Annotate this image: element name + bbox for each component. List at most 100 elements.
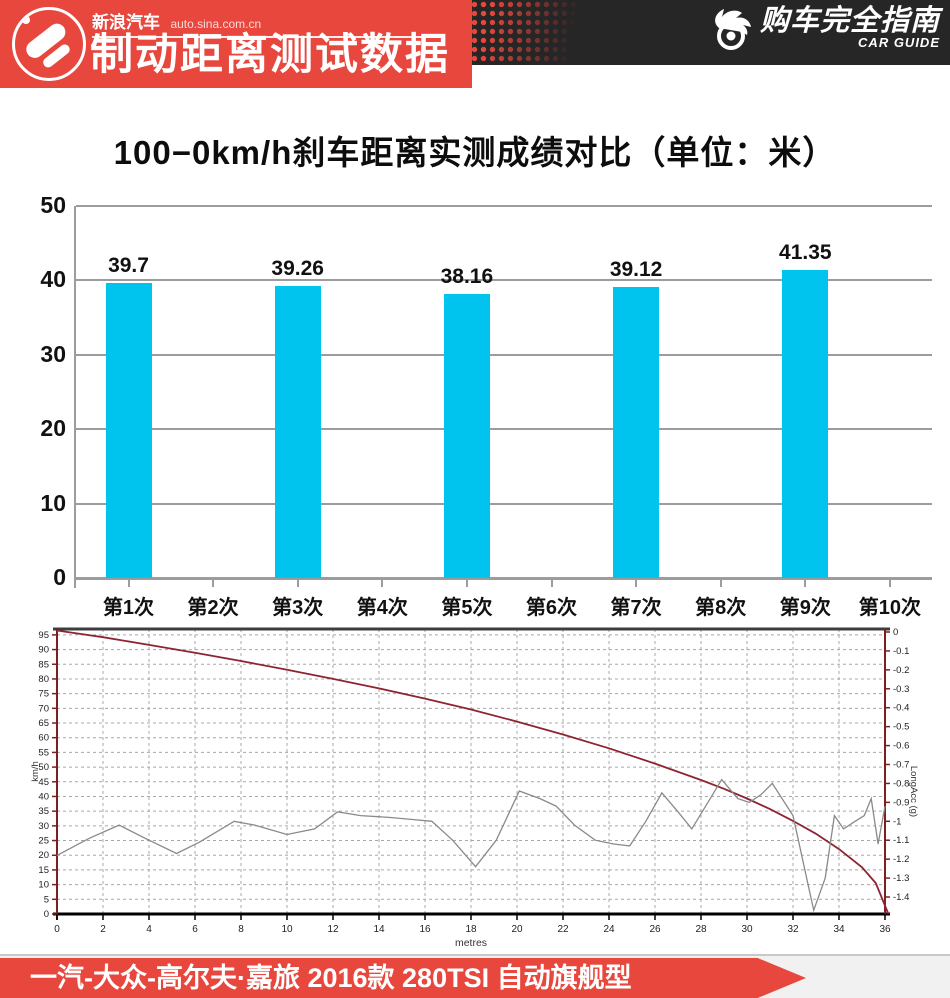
right-tick-label: -1.2 xyxy=(893,854,909,865)
bar-category-label: 第4次 xyxy=(356,597,408,619)
bar-chart-title: 100−0km/h刹车距离实测成绩对比（单位：米） xyxy=(113,134,837,171)
footer-banner: 一汽-大众-高尔夫·嘉旅 2016款 280TSI 自动旗舰型 xyxy=(0,958,806,998)
bar-value-label: 39.26 xyxy=(271,256,324,280)
left-tick-label: 90 xyxy=(38,645,49,656)
x-tick-label: 30 xyxy=(741,924,753,935)
x-tick-label: 18 xyxy=(465,924,477,935)
site-name: 新浪汽车 xyxy=(92,13,160,32)
x-tick-label: 26 xyxy=(649,924,661,935)
left-tick-label: 10 xyxy=(38,880,49,891)
x-tick-label: 14 xyxy=(373,924,385,935)
left-tick-label: 75 xyxy=(38,689,49,700)
right-tick-label: 0 xyxy=(893,627,898,638)
x-tick-label: 6 xyxy=(192,924,198,935)
bar-ytick-label: 20 xyxy=(40,415,66,442)
bar-category-label: 第9次 xyxy=(779,597,831,619)
bar-gridline xyxy=(76,353,932,356)
right-tick-label: -1.1 xyxy=(893,835,909,846)
right-tick-label: -0.4 xyxy=(893,703,909,714)
x-tick-label: 10 xyxy=(281,924,293,935)
bar xyxy=(782,270,829,578)
right-tick-label: -0.3 xyxy=(893,684,909,695)
left-tick-label: 55 xyxy=(38,747,49,758)
right-tick-label: -0.1 xyxy=(893,646,909,657)
x-tick-label: 32 xyxy=(787,924,799,935)
bar-value-label: 38.16 xyxy=(440,265,494,289)
site-url: auto.sina.com.cn xyxy=(170,17,262,31)
x-tick-label: 0 xyxy=(54,924,60,935)
bar-category-label: 第5次 xyxy=(441,597,493,619)
left-tick-label: 0 xyxy=(44,909,49,920)
left-tick-label: 5 xyxy=(44,894,49,905)
right-tick-label: -1 xyxy=(893,816,901,827)
bar-category-label: 第8次 xyxy=(695,597,747,619)
x-axis-title: metres xyxy=(455,937,487,949)
x-tick-label: 4 xyxy=(146,924,152,935)
bar-gridline xyxy=(76,279,932,282)
left-tick-label: 20 xyxy=(38,850,49,861)
longacc-g-line xyxy=(56,778,886,913)
bar-xtick xyxy=(635,578,638,587)
left-tick-label: 45 xyxy=(38,777,49,788)
left-tick-label: 15 xyxy=(38,865,49,876)
bar-xtick xyxy=(888,578,891,587)
left-tick-label: 50 xyxy=(38,762,49,773)
right-tick-label: -0.5 xyxy=(893,722,909,733)
x-tick-label: 34 xyxy=(833,924,845,935)
bar xyxy=(274,285,321,578)
bar-value-label: 39.7 xyxy=(108,253,149,277)
right-tick-label: -0.7 xyxy=(893,760,909,771)
banner-title: 制动距离测试数据 xyxy=(90,31,450,79)
brand-title: 购车完全指南 xyxy=(759,5,940,37)
right-tick-label: -1.4 xyxy=(893,892,909,903)
header-red-band: 新浪汽车 auto.sina.com.cn 制动距离测试数据 xyxy=(0,0,472,88)
left-axis-title: km/h xyxy=(30,761,41,782)
bar-xtick xyxy=(719,578,722,587)
bar-xtick xyxy=(550,578,553,587)
right-axis-title: LongAcc (g) xyxy=(908,766,919,817)
bar xyxy=(105,282,152,578)
header-dark-band: 购车完全指南 CAR GUIDE xyxy=(452,0,950,65)
x-tick-label: 36 xyxy=(879,924,891,935)
car-model-label: 一汽-大众-高尔夫·嘉旅 2016款 280TSI 自动旗舰型 xyxy=(30,963,632,993)
left-tick-label: 80 xyxy=(38,674,49,685)
x-tick-label: 22 xyxy=(557,924,569,935)
left-tick-label: 40 xyxy=(38,791,49,802)
bar xyxy=(443,294,490,578)
bar-category-label: 第6次 xyxy=(525,597,578,619)
x-tick-label: 28 xyxy=(695,924,707,935)
right-tick-label: -0.6 xyxy=(893,741,909,752)
right-tick-label: -0.8 xyxy=(893,778,909,789)
left-tick-label: 35 xyxy=(38,806,49,817)
bar-xtick xyxy=(296,578,299,587)
x-tick-label: 2 xyxy=(100,924,106,935)
sina-logo-icon xyxy=(12,7,86,81)
left-tick-label: 60 xyxy=(38,733,49,744)
bar-xtick xyxy=(381,578,384,587)
right-tick-label: -0.2 xyxy=(893,665,909,676)
bar-ytick-label: 0 xyxy=(53,564,66,590)
bar-ytick-label: 30 xyxy=(40,340,66,367)
left-tick-label: 85 xyxy=(38,659,49,670)
bar-xtick xyxy=(127,578,130,587)
left-tick-label: 70 xyxy=(38,703,49,714)
bar-ytick-label: 40 xyxy=(40,266,66,293)
speed-kmh-line xyxy=(56,629,890,915)
bar-category-label: 第10次 xyxy=(858,597,922,619)
bar-gridline xyxy=(76,428,932,431)
bar-ytick-label: 10 xyxy=(40,489,66,516)
bar-category-label: 第1次 xyxy=(102,597,155,619)
car-guide-logo: 购车完全指南 CAR GUIDE xyxy=(709,5,940,54)
bar-xtick xyxy=(804,578,807,587)
bar-yaxis-line xyxy=(74,206,76,588)
bar-gridline xyxy=(76,205,932,207)
bar-ytick-label: 50 xyxy=(40,192,66,218)
left-tick-label: 25 xyxy=(38,836,49,847)
x-tick-label: 20 xyxy=(511,924,523,935)
x-tick-label: 12 xyxy=(327,924,339,935)
bar-gridline xyxy=(76,502,932,505)
bar-xtick xyxy=(465,578,468,587)
right-tick-label: -1.3 xyxy=(893,873,909,884)
